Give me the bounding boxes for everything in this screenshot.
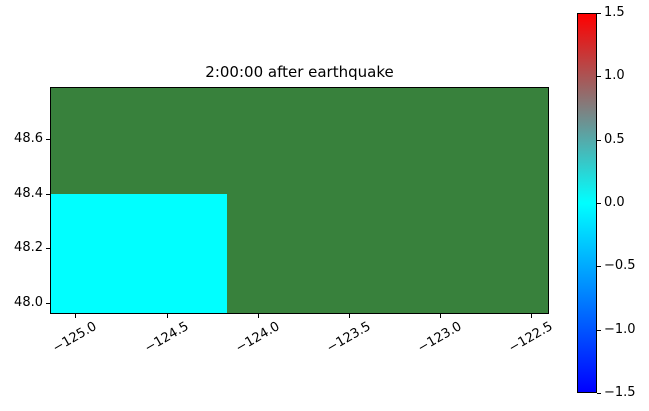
y-tick-mark <box>46 193 50 195</box>
colorbar-gradient <box>577 13 597 393</box>
colorbar-tick-label: 0.5 <box>604 131 625 147</box>
y-tick-label: 48.0 <box>14 295 43 311</box>
colorbar-tick-label: 1.5 <box>604 5 625 20</box>
x-tick-label: −122.5 <box>505 319 556 357</box>
x-tick-label: −124.5 <box>141 319 191 357</box>
y-tick-label: 48.4 <box>14 185 43 201</box>
x-tick-label: −123.5 <box>323 319 373 357</box>
colorbar-tick-mark <box>597 76 601 78</box>
colorbar-tick-label: −1.0 <box>604 321 636 337</box>
x-tick-mark <box>348 314 350 318</box>
x-tick-label: −125.0 <box>50 319 100 357</box>
y-tick-mark <box>46 138 50 140</box>
x-tick-mark <box>257 314 259 318</box>
colorbar-tick-mark <box>597 266 601 268</box>
y-tick-mark <box>46 303 50 305</box>
x-tick-mark <box>166 314 168 318</box>
colorbar-tick-label: 0.0 <box>604 195 625 210</box>
y-tick-label: 48.6 <box>14 130 43 146</box>
colorbar-tick-label: 1.0 <box>604 68 625 84</box>
x-tick-label: −123.0 <box>414 319 465 357</box>
x-tick-label: −124.0 <box>232 319 282 357</box>
colorbar-tick-mark <box>597 13 601 14</box>
colorbar-tick-label: −0.5 <box>604 258 636 274</box>
y-tick-mark <box>46 248 50 250</box>
x-tick-mark <box>439 314 441 318</box>
x-tick-mark <box>75 314 77 318</box>
plot-area <box>50 87 549 314</box>
plot-title: 2:00:00 after earthquake <box>205 63 394 81</box>
x-tick-mark <box>530 314 532 318</box>
zero-anomaly-region <box>51 193 227 313</box>
colorbar-tick-label: −1.5 <box>604 385 636 400</box>
colorbar-tick-mark <box>597 203 601 204</box>
y-tick-label: 48.2 <box>14 240 43 256</box>
colorbar-tick-mark <box>597 139 601 141</box>
colorbar-tick-mark <box>597 393 601 394</box>
colorbar-tick-mark <box>597 329 601 331</box>
